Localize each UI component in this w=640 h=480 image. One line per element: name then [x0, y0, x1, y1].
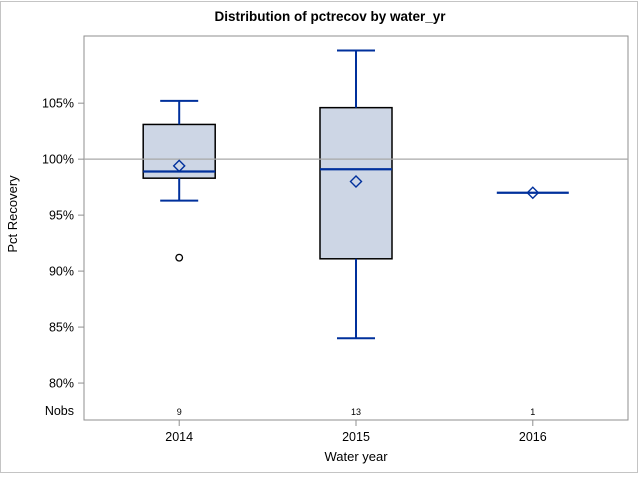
x-tick-label: 2016: [519, 430, 547, 444]
y-tick-label: 80%: [49, 377, 74, 391]
outlier-point: [175, 253, 184, 262]
y-tick-label: 95%: [49, 209, 74, 223]
x-axis-title: Water year: [324, 449, 388, 464]
y-tick-label: 100%: [42, 153, 74, 167]
nobs-label: Nobs: [45, 404, 74, 418]
chart-title: Distribution of pctrecov by water_yr: [214, 9, 446, 24]
box-rect-2014: [142, 123, 216, 179]
y-tick-label: 105%: [42, 97, 74, 111]
nobs-value: 9: [177, 407, 182, 417]
y-tick-label: 85%: [49, 321, 74, 335]
nobs-value: 13: [351, 407, 361, 417]
mean-diamond-icon: [349, 175, 363, 189]
box-group-2016: [496, 186, 569, 200]
x-tick-label: 2015: [342, 430, 370, 444]
y-tick-label: 90%: [49, 265, 74, 279]
nobs-value: 1: [530, 407, 535, 417]
x-tick-label: 2014: [165, 430, 193, 444]
box-group-2014: [143, 99, 216, 262]
box-group-2015: [320, 49, 392, 340]
y-axis-title: Pct Recovery: [5, 175, 20, 253]
mean-diamond-icon: [172, 159, 186, 173]
mean-diamond-icon: [526, 186, 540, 200]
box-rect-2015: [319, 106, 393, 260]
